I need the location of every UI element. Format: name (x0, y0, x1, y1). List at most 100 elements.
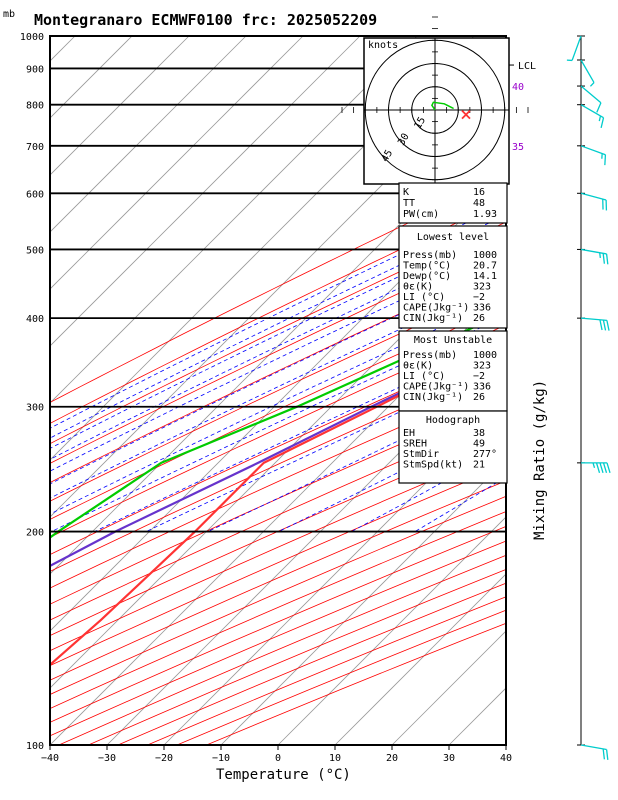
dry-adiabat-line (50, 415, 506, 621)
wind-barb-flag (602, 199, 604, 210)
hodograph-units-label: knots (368, 40, 398, 51)
wind-barb-half-flag (599, 252, 601, 258)
x-tick-label: −30 (98, 753, 116, 764)
index-label: PW(cm) (403, 209, 439, 220)
lowest-level-value: 1000 (473, 250, 497, 261)
mixing-ratio-label: 40 (512, 82, 524, 93)
isotherm-line (50, 36, 361, 347)
isotherm-line (277, 516, 506, 745)
hodograph-trace (431, 101, 454, 111)
moist-adiabat-line (50, 225, 506, 449)
dry-adiabat-line (50, 526, 506, 723)
wind-barb (580, 192, 608, 211)
pressure-tick-label: 900 (26, 64, 44, 75)
lowest-level-value: 336 (473, 303, 491, 314)
wind-barb-flag (595, 462, 601, 474)
wind-barb-flag (605, 253, 609, 265)
most-unstable-label: CIN(Jkg⁻¹) (403, 392, 463, 403)
wind-barb (580, 59, 595, 87)
wind-barb-shaft (580, 145, 606, 156)
isotherm-line (50, 36, 247, 233)
hodograph-table-label: SREH (403, 439, 427, 450)
dry-adiabat-line (50, 397, 506, 605)
x-tick-label: 10 (329, 753, 341, 764)
hodograph-table-header: Hodograph (426, 415, 480, 426)
wind-barb-half-flag (598, 115, 602, 122)
dry-adiabat-line (50, 305, 506, 520)
lowest-level-header: Lowest level (417, 232, 489, 243)
index-value: 16 (473, 187, 485, 198)
dry-adiabat-line (50, 464, 506, 666)
lowest-level-label: Dewp(°C) (403, 271, 451, 282)
isotherm-line (50, 231, 506, 689)
wind-barb-half-flag (589, 82, 595, 87)
lowest-level-label: θε(K) (403, 282, 433, 293)
indices-box (398, 182, 508, 224)
dewpoint-trace (50, 311, 506, 539)
wind-barb-half-flag (592, 462, 596, 469)
dry-adiabat-line (50, 343, 506, 556)
wind-barb-flag (596, 102, 602, 113)
dry-adiabat-line (50, 324, 506, 538)
dry-adiabat-line (50, 243, 506, 464)
x-axis-title: Temperature (°C) (216, 767, 351, 783)
dry-adiabat-line (50, 362, 506, 572)
pressure-unit-label: mb (3, 9, 15, 20)
wind-barb-shaft (580, 248, 607, 255)
index-value: 1.93 (473, 209, 497, 220)
x-tick-label: 40 (500, 753, 512, 764)
hodograph-table-value: 21 (473, 460, 485, 471)
parcel-trace (50, 341, 506, 568)
wind-barb-half-flag (601, 153, 603, 159)
most-unstable-box (398, 330, 508, 412)
pressure-tick-label: 600 (26, 189, 44, 200)
wind-barb-shaft (580, 85, 602, 104)
isotherm-line (220, 459, 506, 745)
most-unstable-value: 336 (473, 382, 491, 393)
hodograph-table-box (398, 410, 508, 484)
wind-barb-flag (602, 319, 607, 331)
most-unstable-value: 323 (473, 361, 491, 372)
wind-barb-shaft (580, 59, 595, 83)
mixing-ratio-label: 35 (512, 142, 524, 153)
dry-adiabat-line (50, 380, 506, 589)
moist-adiabat-line (50, 214, 506, 439)
x-tick-label: −20 (155, 753, 173, 764)
hodograph-table-label: StmDir (403, 449, 439, 460)
dry-adiabat-line (50, 540, 506, 737)
wind-barb-shaft (580, 744, 607, 751)
wind-barb-flag (602, 462, 608, 474)
dry-adiabat-line (50, 480, 506, 681)
most-unstable-value: −2 (473, 371, 485, 382)
storm-motion-marker (461, 110, 471, 120)
wind-barb (580, 145, 607, 166)
wind-barb-shaft (580, 192, 607, 201)
hodograph-table-value: 277° (473, 449, 497, 460)
pressure-tick-label: 300 (26, 403, 44, 414)
lowest-level-label: CAPE(Jkg⁻¹) (403, 303, 469, 314)
hodograph-ring-label: 30 (396, 132, 412, 148)
wind-barb-flag (599, 462, 604, 474)
wind-barb-shaft (571, 35, 582, 61)
wind-barb-shaft (580, 104, 604, 119)
pressure-tick-label: 700 (26, 142, 44, 153)
lcl-label: LCL (518, 61, 536, 72)
lowest-level-value: −2 (473, 292, 485, 303)
hodograph-box (363, 37, 510, 185)
lowest-level-label: CIN(Jkg⁻¹) (403, 313, 463, 324)
moist-adiabat-line (50, 279, 506, 499)
lowest-level-value: 26 (473, 313, 485, 324)
x-tick-label: −40 (41, 753, 59, 764)
wind-barb-flag (600, 117, 605, 129)
moist-adiabat-line (50, 264, 506, 485)
chart-title: Montegranaro ECMWF0100 frc: 2025052209 (34, 11, 377, 29)
wind-barb-flag (602, 748, 606, 760)
lowest-level-value: 20.7 (473, 261, 497, 272)
wind-barb-flag (605, 749, 609, 760)
most-unstable-label: Press(mb) (403, 350, 457, 361)
isotherm-line (50, 36, 304, 290)
dry-adiabat-line (50, 221, 506, 445)
wind-barb (580, 317, 610, 331)
pressure-tick-label: 800 (26, 101, 44, 112)
hodograph-table-value: 49 (473, 439, 485, 450)
